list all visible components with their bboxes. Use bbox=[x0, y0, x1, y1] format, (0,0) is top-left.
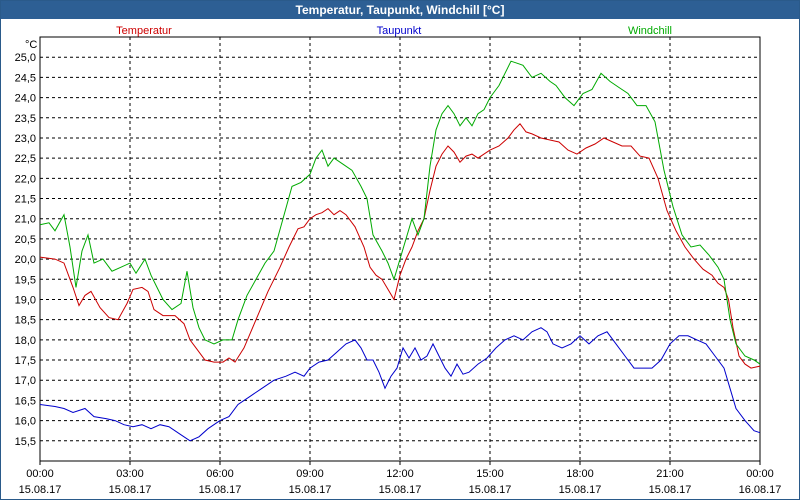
y-tick-label: 18,0 bbox=[15, 335, 36, 347]
x-tick-date: 15.08.17 bbox=[379, 484, 422, 496]
legend-taupunkt: Taupunkt bbox=[377, 25, 422, 37]
series-lines bbox=[39, 60, 761, 442]
legend: Temperatur Taupunkt Windchill bbox=[116, 25, 672, 37]
y-tick-label: 23,5 bbox=[15, 113, 36, 125]
y-tick-label: 20,0 bbox=[15, 254, 36, 266]
x-tick-date: 16.08.17 bbox=[739, 484, 782, 496]
axes bbox=[39, 36, 761, 465]
y-tick-label: 21,0 bbox=[15, 214, 36, 226]
x-axis-ticks: 00:00 15.08.17 03:00 15.08.17 06:00 15.08.17 0… bbox=[19, 468, 782, 496]
legend-windchill: Windchill bbox=[628, 25, 672, 37]
legend-temperatur: Temperatur bbox=[116, 25, 172, 37]
y-tick-label: 16,0 bbox=[15, 416, 36, 428]
x-tick-time: 12:00 bbox=[386, 468, 414, 480]
x-tick-date: 15.08.17 bbox=[199, 484, 242, 496]
plot-frame bbox=[39, 36, 761, 462]
x-tick-time: 21:00 bbox=[656, 468, 684, 480]
chart-title: Temperatur, Taupunkt, Windchill [°C] bbox=[1, 1, 799, 19]
x-tick-time: 06:00 bbox=[206, 468, 234, 480]
y-tick-label: 15,5 bbox=[15, 436, 36, 448]
y-tick-label: 16,5 bbox=[15, 395, 36, 407]
x-tick-date: 15.08.17 bbox=[559, 484, 602, 496]
x-tick-date: 15.08.17 bbox=[469, 484, 512, 496]
y-tick-label: 20,5 bbox=[15, 234, 36, 246]
x-tick-date: 15.08.17 bbox=[109, 484, 152, 496]
x-tick-time: 09:00 bbox=[296, 468, 324, 480]
y-tick-label: 18,5 bbox=[15, 315, 36, 327]
y-tick-label: 19,5 bbox=[15, 274, 36, 286]
series-line-taupunkt bbox=[39, 327, 761, 442]
x-tick-time: 03:00 bbox=[116, 468, 144, 480]
y-tick-label: 17,0 bbox=[15, 375, 36, 387]
y-tick-label: 23,0 bbox=[15, 133, 36, 145]
y-tick-label: 24,5 bbox=[15, 72, 36, 84]
x-tick-time: 15:00 bbox=[476, 468, 504, 480]
y-tick-label: 17,5 bbox=[15, 355, 36, 367]
x-tick-time: 00:00 bbox=[26, 468, 54, 480]
y-axis-label: °C bbox=[25, 39, 37, 51]
series-line-temperatur bbox=[39, 123, 761, 369]
y-tick-label: 19,0 bbox=[15, 294, 36, 306]
x-tick-time: 00:00 bbox=[746, 468, 774, 480]
y-axis-ticks: 15,5 16,0 16,5 17,0 17,5 18,0 18,5 19,0 19,5 20,0… bbox=[15, 52, 36, 448]
x-tick-date: 15.08.17 bbox=[289, 484, 332, 496]
x-tick-date: 15.08.17 bbox=[649, 484, 692, 496]
y-tick-label: 24,0 bbox=[15, 93, 36, 105]
y-tick-label: 22,5 bbox=[15, 153, 36, 165]
y-tick-label: 21,5 bbox=[15, 194, 36, 206]
grid bbox=[40, 37, 760, 461]
x-tick-time: 18:00 bbox=[566, 468, 594, 480]
y-tick-label: 25,0 bbox=[15, 52, 36, 64]
y-tick-label: 22,0 bbox=[15, 173, 36, 185]
x-tick-date: 15.08.17 bbox=[19, 484, 62, 496]
series-line-windchill bbox=[39, 60, 761, 365]
